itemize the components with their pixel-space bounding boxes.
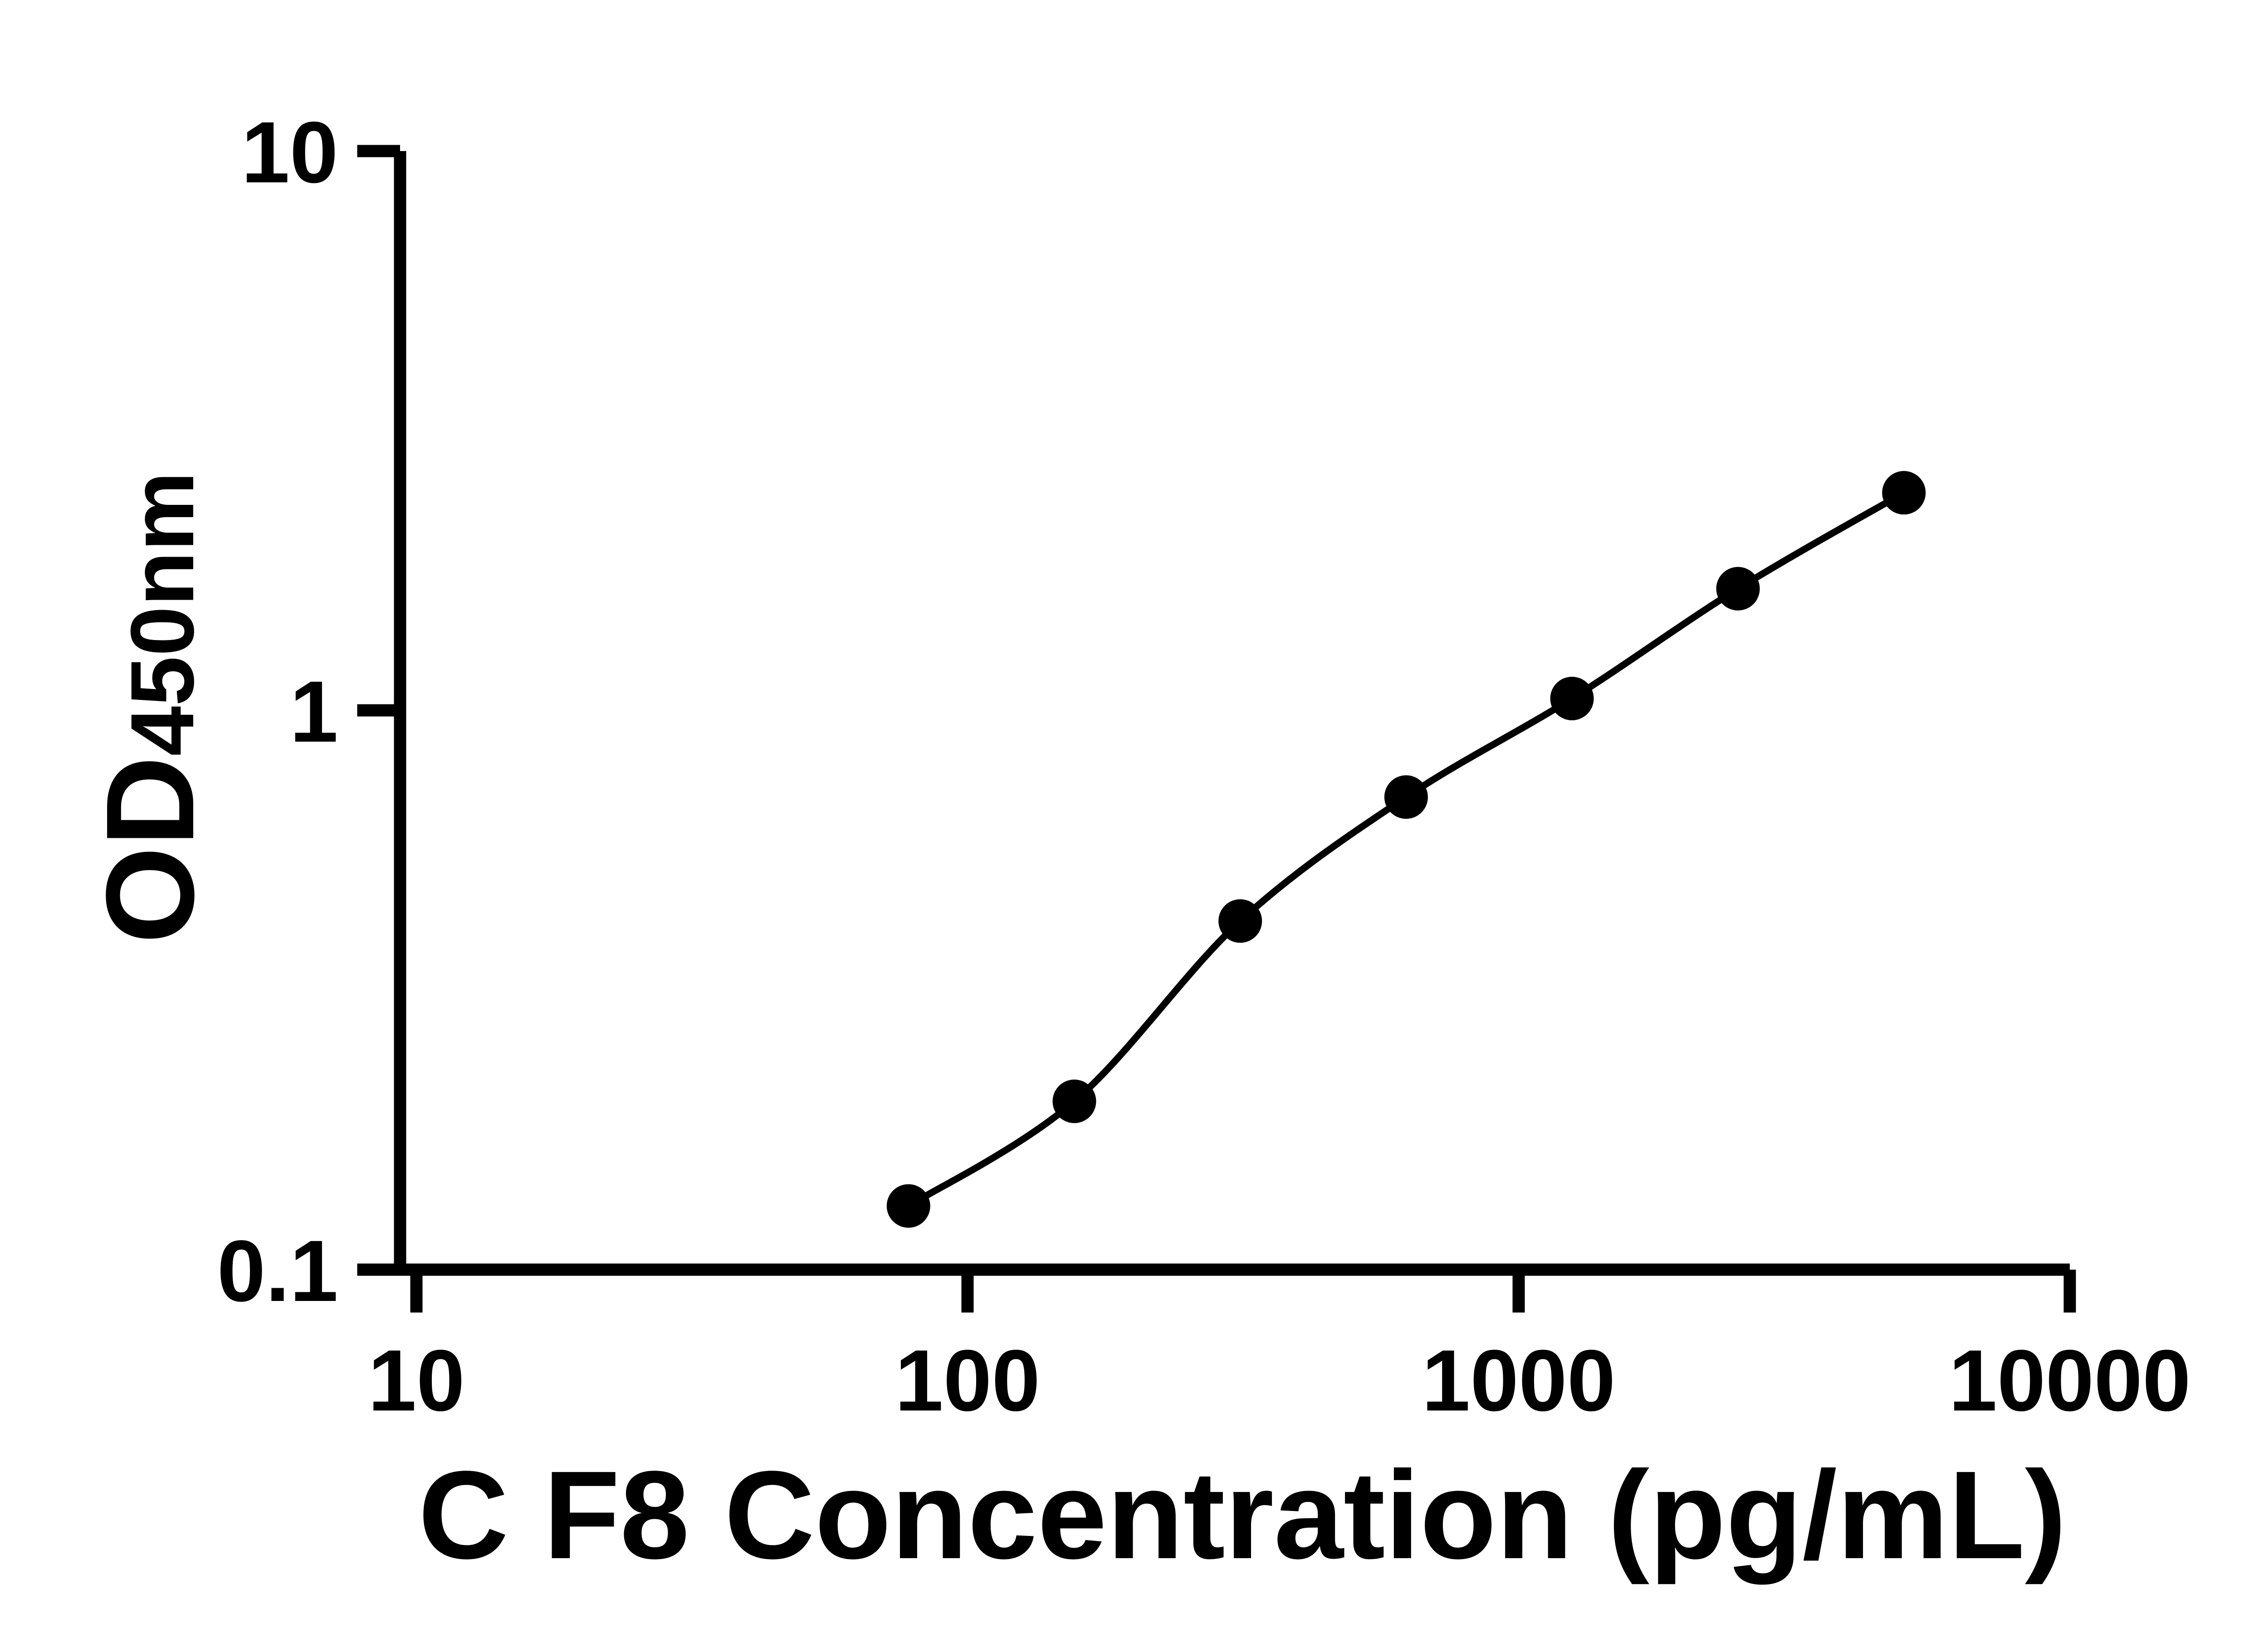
data-point bbox=[1384, 775, 1428, 819]
data-point bbox=[1218, 899, 1262, 943]
data-point bbox=[1052, 1079, 1096, 1123]
data-point bbox=[1550, 676, 1594, 720]
ticks-layer bbox=[357, 145, 2076, 1313]
x-tick-label: 1000 bbox=[1422, 1332, 1615, 1429]
y-axis-title: OD450nm bbox=[80, 471, 220, 944]
x-tick-label: 10000 bbox=[1949, 1332, 2191, 1429]
data-point bbox=[886, 1184, 930, 1228]
y-axis-title-main: OD bbox=[80, 756, 220, 944]
axis-spine bbox=[394, 151, 2070, 1276]
tick-labels-layer: 10 100 1000 10000 0.1 1 10 bbox=[217, 103, 2191, 1429]
y-tick-label: 1 bbox=[290, 663, 338, 760]
data-point bbox=[1716, 567, 1760, 611]
y-axis-title-sub: 450nm bbox=[112, 471, 212, 756]
axes-layer bbox=[394, 151, 2070, 1276]
x-tick-label: 10 bbox=[368, 1332, 465, 1429]
series-layer bbox=[886, 471, 1926, 1228]
x-tick-label: 100 bbox=[895, 1332, 1040, 1429]
y-tick-label: 10 bbox=[241, 103, 338, 201]
y-tick-label: 0.1 bbox=[217, 1222, 338, 1320]
x-axis-title: C F8 Concentration (pg/mL) bbox=[418, 1445, 2067, 1585]
data-point bbox=[1882, 471, 1926, 515]
